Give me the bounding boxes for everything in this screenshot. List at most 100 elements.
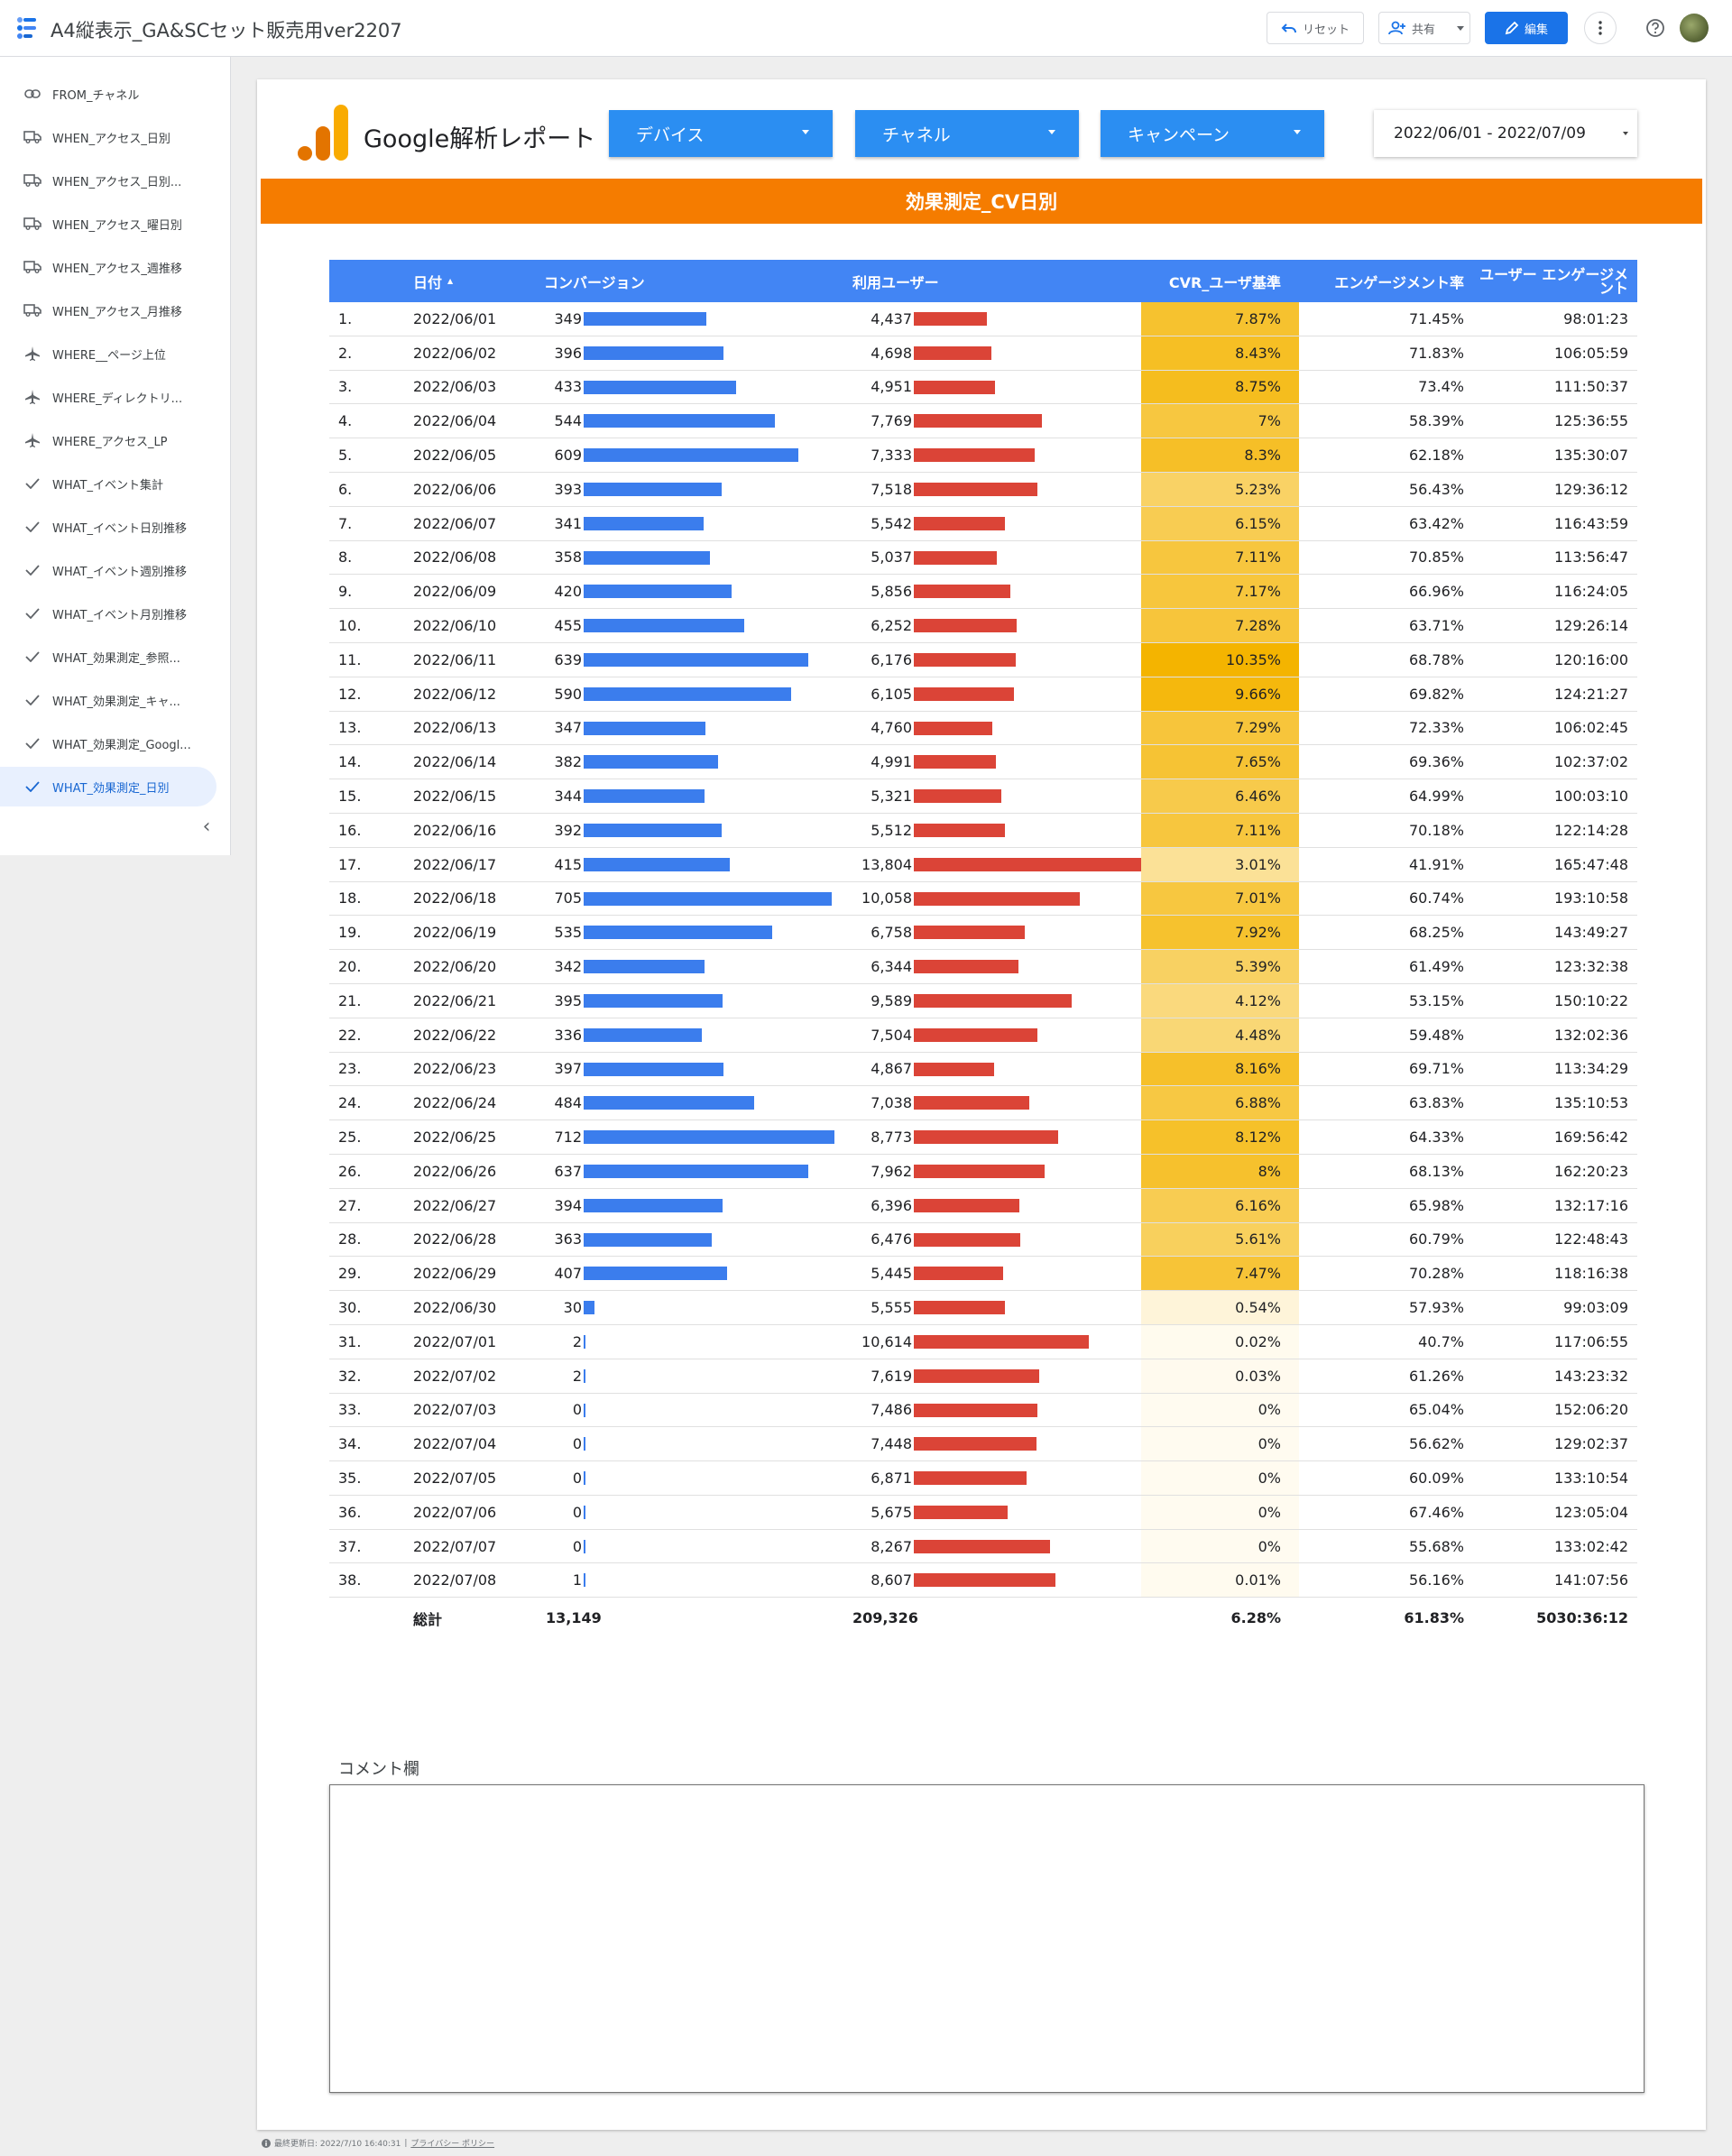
device-filter-dropdown[interactable]: デバイス	[609, 110, 833, 157]
privacy-policy-link[interactable]: プライバシー ポリシー	[410, 2140, 495, 2149]
table-row[interactable]: 16. 2022/06/16 392 5,512 7.11% 70.18% 122:14:2…	[329, 813, 1637, 848]
table-row[interactable]: 35. 2022/07/05 0 6,871 0% 60.09% 133:10:54	[329, 1461, 1637, 1496]
collapse-sidebar-chevron-left-icon[interactable]: ‹	[202, 815, 211, 838]
conversion-bar	[584, 482, 723, 496]
sidebar-item[interactable]: WHAT_イベント集計	[0, 464, 216, 503]
edit-button[interactable]: 編集	[1485, 12, 1568, 44]
row-number: 3.	[338, 378, 353, 396]
conversion-bar	[584, 1232, 712, 1247]
table-row[interactable]: 14. 2022/06/14 382 4,991 7.65% 69.36% 102:37:0…	[329, 745, 1637, 780]
table-row[interactable]: 3. 2022/06/03 433 4,951 8.75% 73.4% 111:50:37	[329, 370, 1637, 405]
table-row[interactable]: 17. 2022/06/17 415 13,804 3.01% 41.91% 165:47:…	[329, 847, 1637, 882]
sidebar-item[interactable]: WHAT_効果測定_日別	[0, 767, 216, 806]
table-row[interactable]: 8. 2022/06/08 358 5,037 7.11% 70.85% 113:56:47	[329, 540, 1637, 576]
row-user-engagement: 122:14:28	[1553, 821, 1628, 839]
row-engagement-rate: 73.4%	[1418, 378, 1464, 396]
sidebar-item[interactable]: WHAT_イベント月別推移	[0, 594, 216, 633]
table-row[interactable]: 25. 2022/06/25 712 8,773 8.12% 64.33% 169:56:4…	[329, 1120, 1637, 1155]
table-row[interactable]: 33. 2022/07/03 0 7,486 0% 65.04% 152:06:20	[329, 1393, 1637, 1428]
table-row[interactable]: 18. 2022/06/18 705 10,058 7.01% 60.74% 193:10:…	[329, 881, 1637, 917]
row-users: 7,486	[871, 1401, 912, 1419]
table-row[interactable]: 10. 2022/06/10 455 6,252 7.28% 63.71% 129:26:1…	[329, 609, 1637, 643]
row-users: 8,607	[871, 1571, 912, 1589]
user-engagement-column-header[interactable]: ユーザー エンゲージメント	[1479, 265, 1628, 297]
table-row[interactable]: 22. 2022/06/22 336 7,504 4.48% 59.48% 132:02:3…	[329, 1018, 1637, 1053]
table-row[interactable]: 32. 2022/07/02 2 7,619 0.03% 61.26% 143:23:32	[329, 1359, 1637, 1394]
sidebar-item[interactable]: WHERE__ページ上位	[0, 334, 216, 373]
row-date: 2022/06/26	[413, 1162, 497, 1180]
table-row[interactable]: 28. 2022/06/28 363 6,476 5.61% 60.79% 122:48:4…	[329, 1222, 1637, 1258]
cvr-column-header[interactable]: CVR_ユーザ基準	[1168, 273, 1281, 291]
sidebar-item-label: WHEN_アクセス_日別...	[52, 175, 182, 189]
user-avatar[interactable]	[1680, 14, 1709, 42]
date-range-picker[interactable]: 2022/06/01 - 2022/07/09	[1374, 110, 1637, 157]
table-row[interactable]: 26. 2022/06/26 637 7,962 8% 68.13% 162:20:23	[329, 1154, 1637, 1189]
google-analytics-logo-icon	[298, 105, 348, 161]
report-document-title[interactable]: A4縦表示_GA&SCセット販売用ver2207	[51, 20, 402, 41]
help-icon[interactable]	[1645, 18, 1665, 38]
reset-button[interactable]: リセット	[1267, 12, 1364, 44]
table-row[interactable]: 29. 2022/06/29 407 5,445 7.47% 70.28% 118:16:3…	[329, 1257, 1637, 1292]
comment-box[interactable]	[329, 1784, 1644, 2093]
sidebar-item[interactable]: WHAT_効果測定_Googl...	[0, 723, 216, 763]
date-column-header[interactable]: 日付 ▲	[413, 260, 453, 302]
table-row[interactable]: 2. 2022/06/02 396 4,698 8.43% 71.83% 106:05:59	[329, 336, 1637, 371]
table-row[interactable]: 31. 2022/07/01 2 10,614 0.02% 40.7% 117:06:55	[329, 1324, 1637, 1359]
conversion-bar	[584, 652, 809, 667]
row-user-engagement: 129:26:14	[1553, 617, 1628, 635]
campaign-filter-dropdown[interactable]: キャンペーン	[1101, 110, 1324, 157]
table-row[interactable]: 5. 2022/06/05 609 7,333 8.3% 62.18% 135:30:07	[329, 438, 1637, 473]
row-engagement-rate: 69.71%	[1408, 1060, 1464, 1078]
table-row[interactable]: 24. 2022/06/24 484 7,038 6.88% 63.83% 135:10:5…	[329, 1086, 1637, 1121]
sidebar-item[interactable]: WHAT_イベント日別推移	[0, 507, 216, 547]
sidebar-item[interactable]: FROM_チャネル	[0, 74, 216, 114]
share-options-chevron-down-icon[interactable]	[1451, 13, 1470, 43]
engagement-rate-column-header[interactable]: エンゲージメント率	[1334, 273, 1464, 291]
sidebar-item[interactable]: WHEN_アクセス_曜日別	[0, 204, 216, 244]
share-button[interactable]: 共有	[1378, 12, 1470, 44]
sidebar-item[interactable]: WHEN_アクセス_日別	[0, 117, 216, 157]
conversion-column-header[interactable]: コンバージョン	[544, 273, 645, 291]
more-options-icon[interactable]	[1584, 12, 1617, 44]
row-users: 6,105	[871, 685, 912, 703]
table-row[interactable]: 34. 2022/07/04 0 7,448 0% 56.62% 129:02:37	[329, 1427, 1637, 1462]
conversion-bar	[584, 891, 833, 906]
table-row[interactable]: 19. 2022/06/19 535 6,758 7.92% 68.25% 143:49:2…	[329, 916, 1637, 951]
table-row[interactable]: 12. 2022/06/12 590 6,105 9.66% 69.82% 124:21:2…	[329, 677, 1637, 712]
row-engagement-rate: 69.82%	[1408, 685, 1464, 703]
table-row[interactable]: 27. 2022/06/27 394 6,396 6.16% 65.98% 132:17:1…	[329, 1188, 1637, 1223]
sidebar-item[interactable]: WHEN_アクセス_月推移	[0, 290, 216, 330]
table-row[interactable]: 6. 2022/06/06 393 7,518 5.23% 56.43% 129:36:12	[329, 472, 1637, 507]
row-engagement-rate: 70.85%	[1408, 548, 1464, 567]
table-row[interactable]: 20. 2022/06/20 342 6,344 5.39% 61.49% 123:32:3…	[329, 950, 1637, 984]
table-row[interactable]: 1. 2022/06/01 349 4,437 7.87% 71.45% 98:01:23	[329, 302, 1637, 336]
table-row[interactable]: 9. 2022/06/09 420 5,856 7.17% 66.96% 116:24:05	[329, 575, 1637, 610]
table-row[interactable]: 38. 2022/07/08 1 8,607 0.01% 56.16% 141:07:56	[329, 1563, 1637, 1599]
sidebar-item[interactable]: WHERE_ディレクトリ...	[0, 377, 216, 417]
sidebar-item[interactable]: WHAT_イベント週別推移	[0, 550, 216, 590]
sidebar-item[interactable]: WHAT_効果測定_参照...	[0, 637, 216, 677]
channel-filter-dropdown[interactable]: チャネル	[855, 110, 1079, 157]
row-engagement-rate: 56.16%	[1408, 1571, 1464, 1589]
conversion-bar	[584, 448, 798, 463]
table-row[interactable]: 7. 2022/06/07 341 5,542 6.15% 63.42% 116:43:59	[329, 506, 1637, 541]
table-row[interactable]: 15. 2022/06/15 344 5,321 6.46% 64.99% 100:03:1…	[329, 779, 1637, 814]
sidebar-item[interactable]: WHAT_効果測定_キャ...	[0, 680, 216, 720]
table-row[interactable]: 36. 2022/07/06 0 5,675 0% 67.46% 123:05:04	[329, 1495, 1637, 1530]
table-row[interactable]: 4. 2022/06/04 544 7,769 7% 58.39% 125:36:55	[329, 404, 1637, 439]
table-row[interactable]: 11. 2022/06/11 639 6,176 10.35% 68.78% 120:16:…	[329, 642, 1637, 677]
table-row[interactable]: 23. 2022/06/23 397 4,867 8.16% 69.71% 113:34:2…	[329, 1052, 1637, 1087]
table-row[interactable]: 13. 2022/06/13 347 4,760 7.29% 72.33% 106:02:4…	[329, 711, 1637, 746]
truck-icon	[22, 129, 43, 145]
looker-studio-logo-icon[interactable]	[13, 14, 40, 41]
conversion-bar	[584, 686, 792, 701]
table-row[interactable]: 37. 2022/07/07 0 8,267 0% 55.68% 133:02:42	[329, 1529, 1637, 1564]
sidebar-item[interactable]: WHEN_アクセス_日別...	[0, 161, 216, 200]
table-row[interactable]: 30. 2022/06/30 30 5,555 0.54% 57.93% 99:03:09	[329, 1291, 1637, 1325]
table-row[interactable]: 21. 2022/06/21 395 9,589 4.12% 53.15% 150:10:2…	[329, 983, 1637, 1018]
users-column-header[interactable]: 利用ユーザー	[852, 273, 939, 291]
row-cvr: 4.48%	[1235, 1026, 1281, 1044]
sidebar-item[interactable]: WHERE_アクセス_LP	[0, 420, 216, 460]
sidebar-item[interactable]: WHEN_アクセス_週推移	[0, 247, 216, 287]
row-engagement-rate: 61.26%	[1408, 1367, 1464, 1385]
